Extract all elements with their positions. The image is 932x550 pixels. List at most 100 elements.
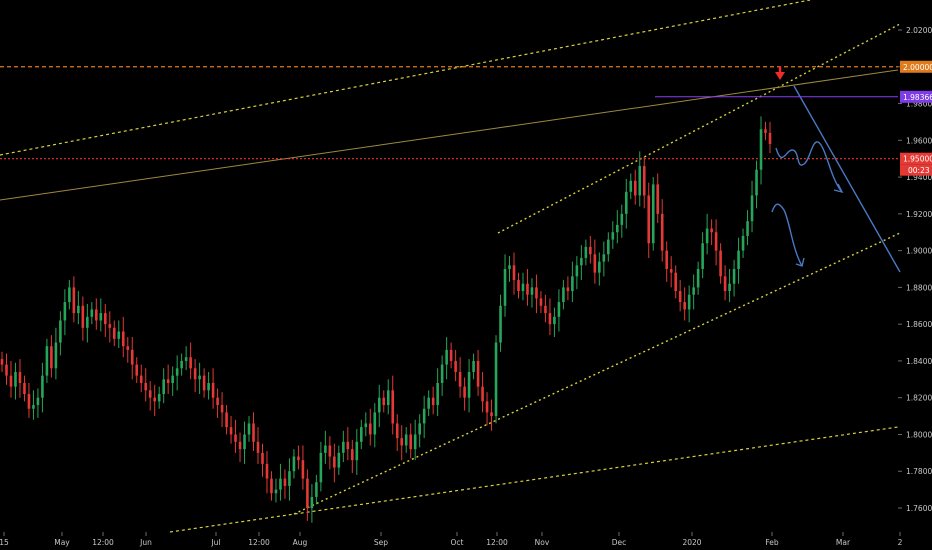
price-axis-label: 1.94000	[906, 173, 932, 182]
candle-body	[517, 280, 520, 292]
candle-body	[198, 375, 201, 380]
candle-body	[413, 434, 417, 450]
candle-body	[368, 423, 372, 435]
candle-body	[279, 478, 282, 490]
candle-body	[674, 272, 677, 292]
time-axis-label: Aug	[293, 538, 308, 547]
candle	[243, 421, 246, 464]
candle-body	[490, 412, 493, 417]
price-axis-label: 1.96000	[906, 136, 932, 145]
candle	[377, 384, 381, 428]
candle-body	[562, 287, 565, 303]
time-axis-label: Oct	[451, 538, 464, 547]
candle	[557, 289, 561, 332]
candle-body	[333, 456, 336, 468]
candle-body	[584, 246, 588, 258]
price-axis-label: 1.88000	[906, 283, 932, 292]
candle	[211, 368, 215, 409]
candle-body	[427, 397, 430, 409]
candle	[539, 291, 543, 314]
candles-layer	[0, 116, 772, 523]
candle	[449, 342, 453, 369]
candle	[705, 213, 709, 255]
candle-body	[319, 452, 323, 483]
candle	[50, 335, 53, 378]
time-axis-label: 15	[0, 538, 9, 547]
candle-body	[759, 129, 763, 170]
candle	[530, 278, 534, 308]
candle	[54, 327, 58, 380]
candle-body	[508, 265, 511, 270]
candle-body	[669, 269, 673, 273]
candle-body	[580, 257, 583, 266]
time-axis-label: 2	[898, 538, 903, 547]
candle-body	[615, 224, 619, 233]
candle-body	[611, 232, 615, 240]
candle	[575, 256, 579, 290]
price-axis-label: 1.90000	[906, 247, 932, 256]
candle-body	[719, 250, 722, 277]
candle	[63, 289, 67, 336]
candle-body	[157, 394, 161, 402]
candle-body	[180, 360, 183, 369]
candle	[198, 362, 201, 395]
candle	[261, 443, 264, 477]
candle-body	[624, 191, 628, 214]
candle	[126, 337, 130, 363]
candle-body	[86, 316, 89, 328]
candle-body	[728, 283, 731, 292]
candle-body	[166, 379, 170, 383]
candle	[526, 269, 529, 306]
candle	[683, 287, 686, 321]
candle-body	[202, 375, 206, 391]
candle-body	[503, 269, 507, 306]
candle	[624, 178, 628, 229]
candle	[270, 471, 273, 501]
time-axis[interactable]: 15 May 12:00 Jun Jul 12:00 Aug Sep Oct 12:00 Nov De…	[0, 532, 903, 547]
price-axis[interactable]: 1.76000 1.78000 1.80000 1.82000 1.84000 1.860…	[898, 26, 932, 513]
candle	[521, 272, 525, 301]
candle	[485, 392, 489, 426]
candle-body	[68, 287, 71, 303]
candle	[382, 390, 386, 413]
candle	[750, 180, 754, 233]
candle-body	[72, 287, 76, 314]
candle-body	[741, 235, 745, 251]
candle-body	[229, 427, 233, 435]
candle-body	[77, 305, 80, 314]
candle-body	[355, 441, 359, 461]
candle-body	[660, 213, 664, 251]
candle	[404, 427, 408, 453]
candle	[741, 228, 745, 258]
candle	[0, 351, 4, 372]
candle-body	[391, 390, 395, 424]
price-axis-label: 1.80000	[906, 430, 932, 439]
candle-body	[23, 382, 26, 395]
candle-body	[445, 349, 448, 365]
candle-body	[14, 371, 17, 387]
candle-body	[598, 261, 601, 273]
candle-body	[121, 331, 125, 347]
candle-body	[494, 342, 498, 417]
candle	[732, 259, 736, 297]
candle-body	[382, 397, 386, 406]
candle-body	[553, 316, 556, 325]
candle	[674, 265, 677, 299]
arrow-down-icon	[775, 72, 785, 80]
candle-body	[0, 359, 4, 365]
candle-body	[629, 180, 633, 192]
candle	[633, 169, 637, 205]
projection-arrowhead	[833, 183, 844, 194]
candle	[346, 427, 350, 461]
candle-body	[714, 232, 718, 251]
candle-body	[656, 184, 660, 214]
candle-body	[310, 496, 314, 508]
candle	[23, 375, 26, 402]
candle-body	[59, 320, 62, 343]
candle-body	[148, 390, 152, 398]
candle-body	[265, 463, 269, 479]
candle-body	[252, 423, 255, 442]
time-axis-label: Mar	[836, 538, 851, 547]
candle	[611, 221, 615, 249]
